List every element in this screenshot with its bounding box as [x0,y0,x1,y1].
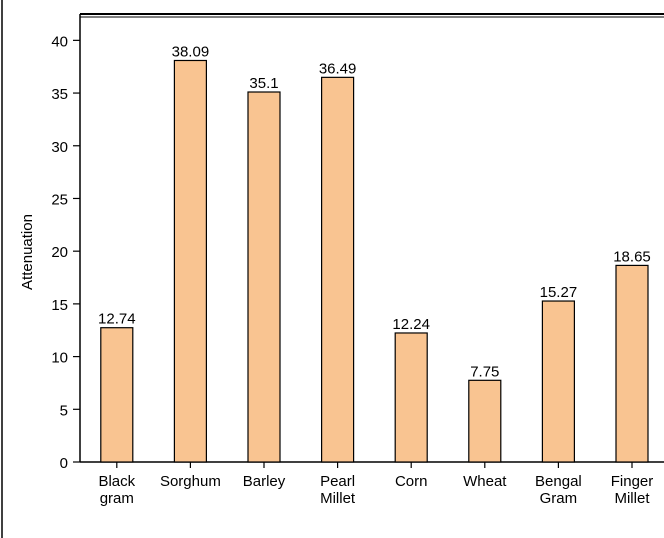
bar [468,379,502,463]
value-label: 35.1 [249,75,278,92]
bar [173,59,207,463]
value-label: 18.65 [613,248,651,265]
y-tick-label: 5 [60,402,68,419]
y-tick-label: 0 [60,455,68,472]
value-label: 36.49 [319,60,357,77]
x-tick-label: Wheat [463,473,507,490]
bar [394,332,428,463]
x-tick-label: Finger Millet [611,473,654,507]
bar [615,264,649,463]
x-tick-label: Corn [395,473,428,490]
x-tick-label: Bengal Gram [535,473,582,507]
x-tick-label: Pearl Millet [320,473,356,507]
y-tick-label: 20 [51,244,68,261]
x-tick-label: Black gram [98,473,135,507]
bar [247,91,281,463]
y-tick-label: 40 [51,33,68,50]
y-tick-label: 30 [51,139,68,156]
bar [541,300,576,463]
y-tick-label: 35 [51,86,68,103]
value-label: 15.27 [540,284,578,301]
y-tick-label: 10 [51,350,68,367]
bar [100,327,134,463]
value-label: 7.75 [470,363,499,380]
value-label: 12.74 [98,311,136,328]
value-label: 38.09 [172,43,210,60]
bar [321,76,355,463]
x-tick-label: Sorghum [160,473,221,490]
y-tick-label: 15 [51,297,68,314]
x-tick-label: Barley [243,473,286,490]
y-tick-label: 25 [51,191,68,208]
y-axis-label: Attenuation [19,214,36,290]
value-label: 12.24 [392,316,430,333]
